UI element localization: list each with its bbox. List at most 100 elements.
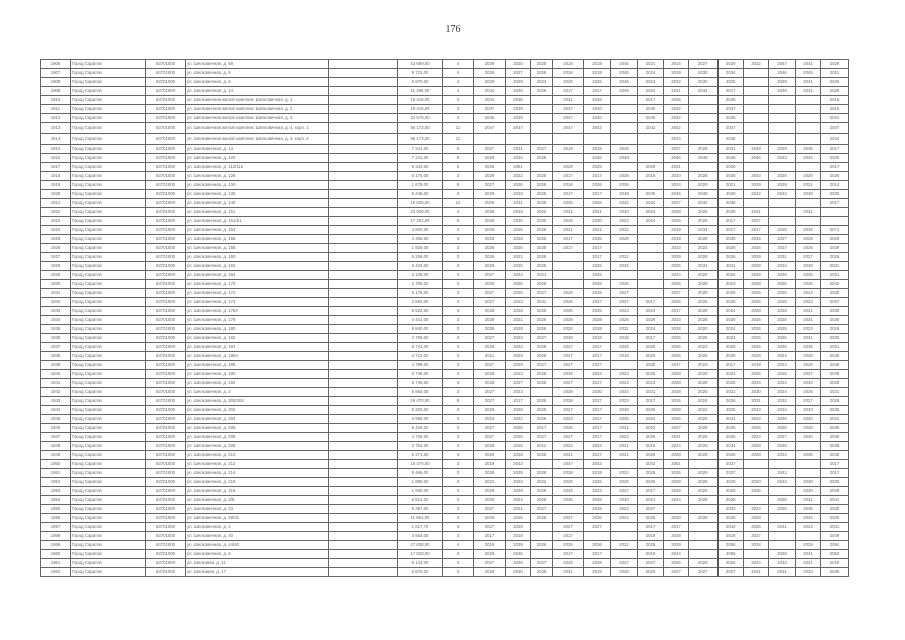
year-cell: 2025 bbox=[795, 234, 821, 244]
count-cell: 3 bbox=[442, 306, 474, 316]
year-cell: 2028 bbox=[743, 261, 769, 271]
note-cell bbox=[328, 369, 398, 379]
address-cell: ул. Шелковичная, д. 4 bbox=[185, 522, 329, 532]
address-cell: ул. Шелковичная, д. 156 bbox=[185, 234, 329, 244]
year-cell bbox=[688, 162, 718, 172]
year-cell: 2028 bbox=[473, 324, 506, 334]
note-cell bbox=[328, 342, 398, 352]
year-cell: 2032 bbox=[663, 77, 689, 87]
year-cell: 2023 bbox=[505, 387, 531, 397]
year-cell: 2028 bbox=[663, 387, 689, 397]
year-cell: 2028 bbox=[768, 315, 796, 325]
year-cell: 2026 bbox=[716, 450, 744, 460]
year-cell: 2032 bbox=[637, 360, 664, 370]
year-cell bbox=[688, 113, 718, 123]
year-cell: 2011 bbox=[820, 68, 849, 78]
year-cell bbox=[743, 122, 769, 134]
area-cell: 4 800,00 bbox=[397, 225, 443, 235]
row-number-cell: 1942 bbox=[40, 387, 71, 397]
year-cell bbox=[637, 225, 664, 235]
year-cell: 2028 bbox=[473, 369, 506, 379]
year-cell: 2026 bbox=[663, 351, 689, 361]
year-cell: 2027 bbox=[610, 486, 638, 496]
table-row: 1959 Город Саратов 63701000 ул. Шелковичная… bbox=[40, 540, 849, 550]
note-cell bbox=[328, 113, 398, 123]
year-cell: 2028 bbox=[505, 234, 531, 244]
year-cell: 2028 bbox=[473, 549, 506, 559]
year-cell: 2028 bbox=[795, 351, 821, 361]
year-cell: 2024 bbox=[716, 369, 744, 379]
year-cell: 2017 bbox=[637, 396, 664, 406]
year-cell: 2026 bbox=[583, 306, 611, 316]
table-row: 1930 Город Саратов 63701000 ул. Шелковичная… bbox=[40, 279, 849, 289]
year-cell: 2025 bbox=[505, 423, 531, 433]
table-row: 1944 Город Саратов 63701000 ул. Шелковичная… bbox=[40, 405, 849, 415]
year-cell: 2023 bbox=[552, 414, 584, 424]
year-cell: 2040 bbox=[637, 189, 664, 199]
year-cell: 2029 bbox=[505, 522, 531, 532]
oktmo-code-cell: 63701000 bbox=[145, 234, 186, 244]
year-cell: 2017 bbox=[583, 86, 611, 96]
city-cell: Город Саратов bbox=[70, 567, 146, 577]
year-cell: 2030 bbox=[505, 216, 531, 226]
year-cell bbox=[583, 133, 611, 145]
area-cell: 9 343,00 bbox=[397, 162, 443, 172]
year-cell: 2026 bbox=[743, 369, 769, 379]
year-cell: 2049 bbox=[610, 189, 638, 199]
year-cell: 2026 bbox=[473, 162, 506, 172]
table-row: 1946 Город Саратов 63701000 ул. Шелковичная… bbox=[40, 423, 849, 433]
year-cell: 2029 bbox=[688, 450, 718, 460]
year-cell: 2026 bbox=[688, 333, 718, 343]
year-cell: 2017 bbox=[583, 351, 611, 361]
table-row: 1906 Город Саратов 63701000 ул. Шелковичная… bbox=[40, 59, 849, 69]
address-cell: ул. Шелковичная, д. 182 bbox=[185, 333, 329, 343]
year-cell: 2030 bbox=[505, 567, 531, 577]
year-cell bbox=[530, 387, 553, 397]
row-number-cell: 1919 bbox=[40, 180, 71, 190]
year-cell: 2031 bbox=[795, 315, 821, 325]
year-cell: 2027 bbox=[743, 531, 769, 541]
address-cell: ул. Шелковичная, д. 128 bbox=[185, 171, 329, 181]
year-cell: 2027 bbox=[473, 423, 506, 433]
count-cell: 3 bbox=[442, 225, 474, 235]
year-cell: 2022 bbox=[505, 477, 531, 487]
year-cell bbox=[473, 133, 506, 145]
address-cell: ул. Шелковичная, д. 204 bbox=[185, 414, 329, 424]
year-cell: 2019 bbox=[473, 459, 506, 469]
year-cell: 2047 bbox=[552, 122, 584, 134]
area-cell: 5 512,00 bbox=[397, 495, 443, 505]
year-cell: 2028 bbox=[473, 342, 506, 352]
oktmo-code-cell: 63701000 bbox=[145, 396, 186, 406]
year-cell bbox=[768, 122, 796, 134]
oktmo-code-cell: 63701000 bbox=[145, 369, 186, 379]
address-cell: ул. Шелковичная жилой комплекс Шелковичн… bbox=[185, 113, 329, 123]
year-cell: 2028 bbox=[583, 504, 611, 514]
year-cell: 2041 bbox=[716, 414, 744, 424]
table-row: 1911 Город Саратов 63701000 ул. Шелковичная… bbox=[40, 104, 849, 114]
year-cell: 2026 bbox=[473, 77, 506, 87]
year-cell: 2027 bbox=[473, 522, 506, 532]
year-cell: 2046 bbox=[716, 153, 744, 163]
year-cell: 2027 bbox=[688, 567, 718, 577]
area-cell: 1 825,00 bbox=[397, 243, 443, 253]
year-cell: 2024 bbox=[795, 522, 821, 532]
year-cell: 2028 bbox=[795, 360, 821, 370]
table-row: 1928 Город Саратов 63701000 ул. Шелковичная… bbox=[40, 261, 849, 271]
year-cell: 2047 bbox=[505, 122, 531, 134]
oktmo-code-cell: 63701000 bbox=[145, 549, 186, 559]
year-cell: 2042 bbox=[820, 279, 849, 289]
year-cell: 2028 bbox=[552, 387, 584, 397]
year-cell: 2028 bbox=[768, 549, 796, 559]
row-number-cell: 1953 bbox=[40, 486, 71, 496]
row-number-cell: 1930 bbox=[40, 279, 71, 289]
year-cell bbox=[552, 279, 584, 289]
year-cell: 2024 bbox=[743, 378, 769, 388]
table-row: 1926 Город Саратов 63701000 ул. Шелковичная… bbox=[40, 243, 849, 253]
year-cell: 2028 bbox=[716, 486, 744, 496]
area-cell: 3 996,00 bbox=[397, 414, 443, 424]
oktmo-code-cell: 63701000 bbox=[145, 113, 186, 123]
year-cell: 2041 bbox=[663, 86, 689, 96]
year-cell: 2027 bbox=[552, 378, 584, 388]
year-cell: 2037 bbox=[716, 459, 744, 469]
count-cell: 10 bbox=[442, 198, 474, 208]
